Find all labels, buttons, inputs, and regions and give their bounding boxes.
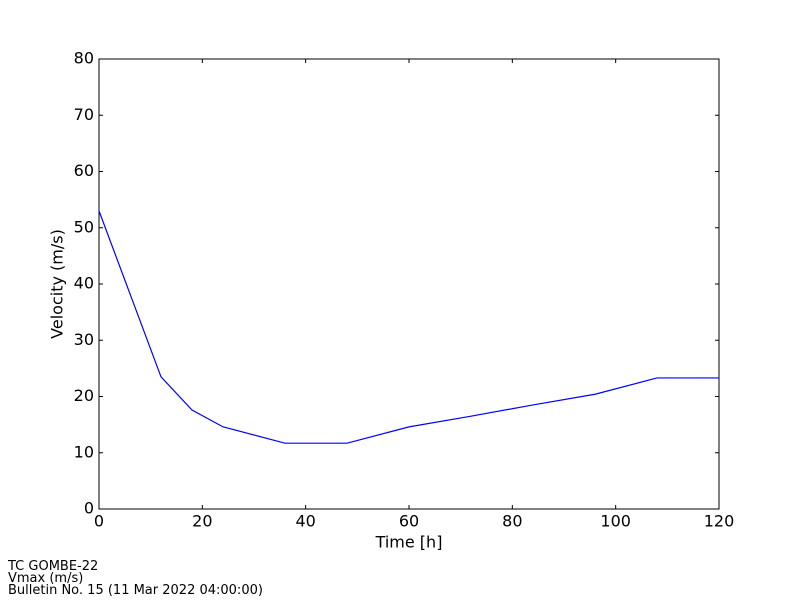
- x-tick-label: 100: [600, 512, 631, 531]
- y-tick-label: 20: [74, 386, 94, 405]
- y-axis-label: Velocity (m/s): [48, 229, 67, 339]
- x-tick-label: 0: [94, 512, 104, 531]
- x-tick-label: 60: [399, 512, 419, 531]
- y-tick-label: 10: [74, 442, 94, 461]
- y-tick-label: 70: [74, 105, 94, 124]
- x-axis-label: Time [h]: [375, 533, 443, 552]
- x-tick-label: 80: [502, 512, 522, 531]
- x-tick-label: 120: [704, 512, 735, 531]
- x-tick-label: 20: [192, 512, 212, 531]
- x-tick-label: 40: [295, 512, 315, 531]
- line-series: [98, 210, 719, 444]
- y-tick-label: 80: [74, 49, 94, 68]
- y-tick-label: 30: [74, 330, 94, 349]
- y-tick-label: 0: [84, 499, 94, 518]
- footer-line: TC GOMBE-22: [7, 559, 98, 574]
- y-tick-label: 40: [74, 274, 94, 293]
- footer-line: Vmax (m/s): [8, 571, 83, 586]
- plot-frame: [98, 58, 720, 510]
- footer-line: Bulletin No. 15 (11 Mar 2022 04:00:00): [8, 583, 263, 598]
- y-tick-label: 60: [74, 161, 94, 180]
- y-tick-label: 50: [74, 217, 94, 236]
